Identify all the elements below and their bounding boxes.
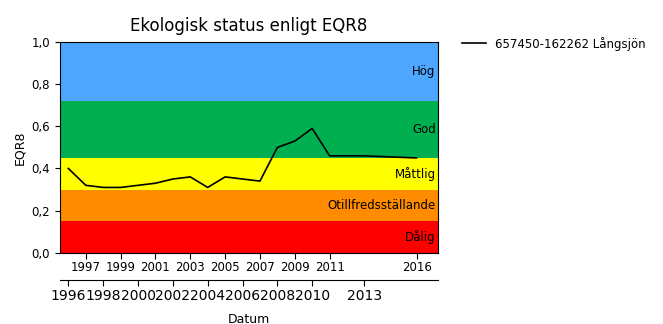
Bar	[60, 42, 438, 101]
657450-162262 Långsjön	[99, 186, 107, 190]
Legend: 657450-162262 Långsjön: 657450-162262 Långsjön	[457, 32, 650, 55]
657450-162262 Långsjön	[204, 186, 211, 190]
657450-162262 Långsjön	[308, 127, 316, 131]
657450-162262 Långsjön	[134, 183, 142, 187]
657450-162262 Långsjön	[64, 167, 72, 170]
657450-162262 Långsjön	[291, 139, 299, 143]
657450-162262 Långsjön	[117, 186, 125, 190]
657450-162262 Långsjön	[256, 179, 264, 183]
Text: Otillfredsställande: Otillfredsställande	[328, 199, 436, 212]
Text: Dålig: Dålig	[405, 230, 436, 244]
657450-162262 Långsjön	[326, 154, 333, 158]
657450-162262 Långsjön	[186, 175, 194, 179]
657450-162262 Långsjön	[239, 177, 247, 181]
Text: Måttlig: Måttlig	[394, 167, 436, 181]
657450-162262 Långsjön	[151, 181, 159, 185]
657450-162262 Långsjön	[82, 183, 90, 187]
657450-162262 Långsjön	[273, 145, 281, 149]
Bar	[60, 221, 438, 253]
Text: Hög: Hög	[412, 65, 436, 78]
Bar	[60, 158, 438, 190]
657450-162262 Långsjön	[361, 154, 369, 158]
Line: 657450-162262 Långsjön: 657450-162262 Långsjön	[68, 129, 416, 188]
657450-162262 Långsjön	[221, 175, 229, 179]
Text: God: God	[412, 123, 436, 136]
X-axis label: Datum: Datum	[227, 313, 270, 324]
657450-162262 Långsjön	[169, 177, 177, 181]
657450-162262 Långsjön	[412, 156, 420, 160]
Title: Ekologisk status enligt EQR8: Ekologisk status enligt EQR8	[130, 17, 367, 35]
Bar	[60, 190, 438, 221]
Bar	[60, 101, 438, 158]
Y-axis label: EQR8: EQR8	[13, 130, 26, 165]
